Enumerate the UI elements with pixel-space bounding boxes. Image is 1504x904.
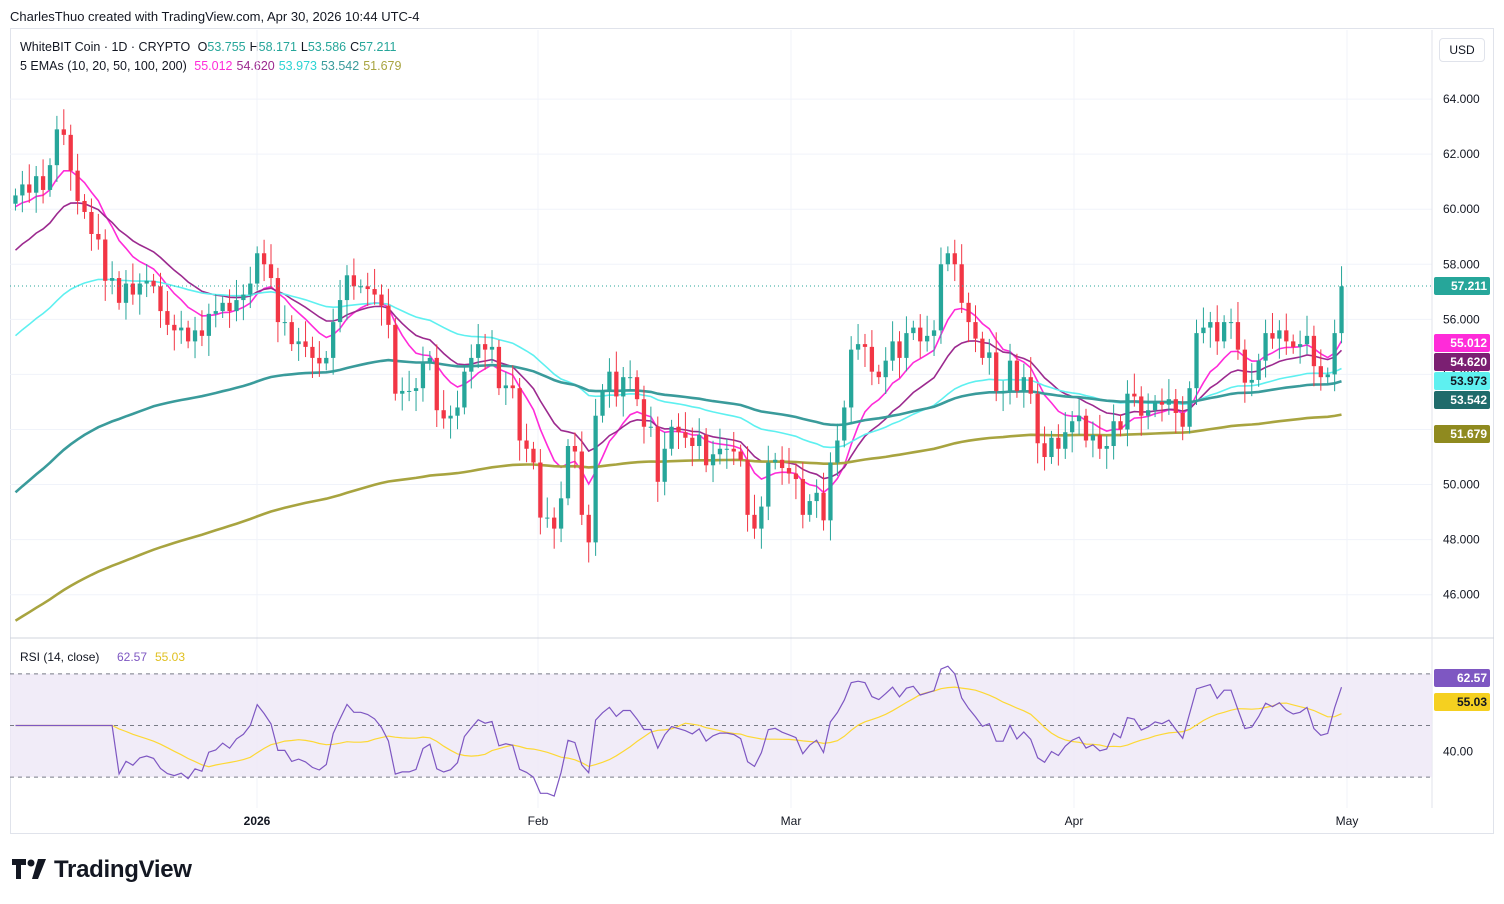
ohlc-h: H58.171 (249, 40, 297, 54)
tradingview-logo-icon (12, 859, 46, 879)
chart-caption: CharlesThuo created with TradingView.com… (10, 9, 420, 24)
chart-frame (10, 28, 1494, 834)
ema-values: 55.012 54.620 53.973 53.542 51.679 (194, 59, 405, 73)
currency-button[interactable]: USD (1439, 38, 1485, 62)
ema-value: 53.973 (278, 59, 317, 73)
ohlc-o: O53.755 (197, 40, 246, 54)
ohlc-values: O53.755 H58.171 L53.586 C57.211 (198, 40, 401, 54)
ema-label: 5 EMAs (10, 20, 50, 100, 200) (20, 59, 187, 73)
ema-value: 54.620 (236, 59, 275, 73)
tradingview-logo: TradingView (12, 856, 192, 884)
ema-value: 53.542 (320, 59, 360, 73)
ohlc-c: C57.211 (350, 40, 397, 54)
ema-value: 51.679 (363, 59, 402, 73)
ohlc-l: L53.586 (300, 40, 347, 54)
ema-value: 55.012 (194, 59, 233, 73)
symbol-legend: WhiteBIT Coin · 1D · CRYPTO O53.755 H58.1… (20, 40, 404, 54)
tradingview-logo-text: TradingView (54, 856, 192, 883)
ema-legend: 5 EMAs (10, 20, 50, 100, 200) 55.012 54.6… (20, 59, 409, 73)
symbol-label: WhiteBIT Coin · 1D · CRYPTO (20, 40, 191, 54)
